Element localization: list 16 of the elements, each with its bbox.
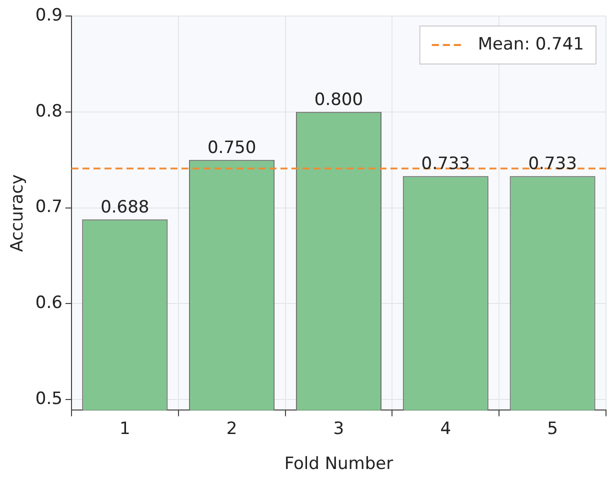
y-tick-label: 0.6: [35, 293, 62, 314]
y-tick-label: 0.5: [35, 389, 62, 410]
x-tick-label: 3: [333, 418, 344, 439]
data-label: 0.688: [100, 197, 150, 218]
x-tick-label: 1: [119, 418, 130, 439]
x-tick-label: 2: [226, 418, 238, 439]
x-tick-label: 5: [547, 418, 558, 439]
x-tick-label: 4: [440, 418, 452, 439]
y-axis-title: Accuracy: [8, 174, 28, 252]
y-tick-label: 0.8: [35, 101, 62, 122]
data-label: 0.800: [314, 90, 364, 110]
y-tick-label: 0.9: [35, 5, 62, 26]
legend-label: Mean: 0.741: [478, 34, 584, 54]
x-axis-title: Fold Number: [284, 454, 394, 474]
data-label: 0.750: [207, 138, 256, 158]
y-tick-label: 0.7: [35, 197, 62, 218]
